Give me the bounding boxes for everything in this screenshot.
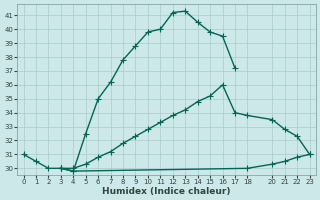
X-axis label: Humidex (Indice chaleur): Humidex (Indice chaleur) — [102, 187, 231, 196]
